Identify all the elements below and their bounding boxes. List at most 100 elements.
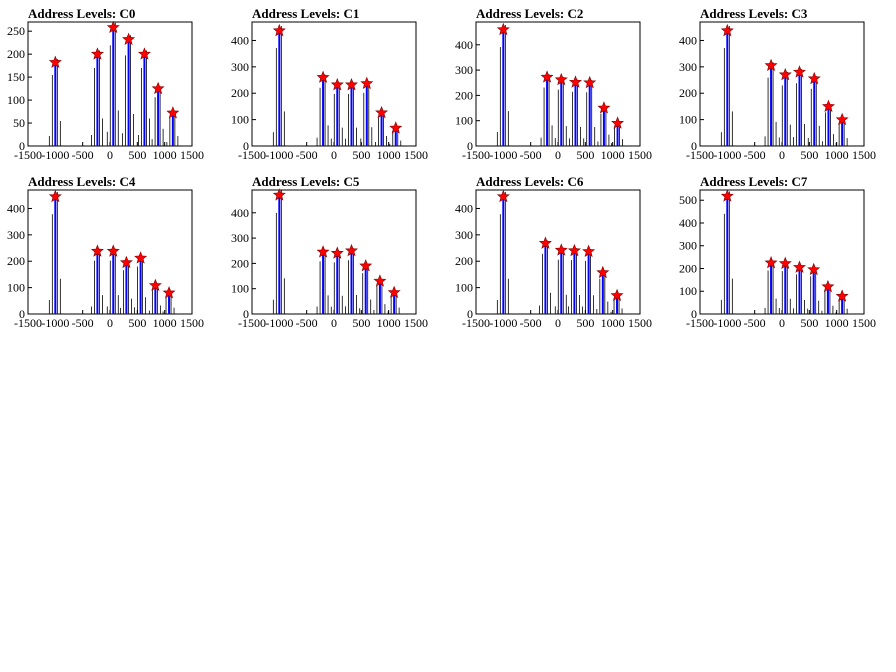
x-tick-label: 500 — [128, 316, 146, 330]
peak-marker-5 — [596, 265, 610, 279]
chart-title: Address Levels: C3 — [700, 6, 808, 21]
peak-marker-5 — [375, 105, 389, 119]
y-tick-label: 300 — [679, 60, 697, 74]
chart-panel-3: Address Levels: C3-1500 -1000 -500 0 500 1000… — [679, 6, 876, 162]
peak-marker-2 — [330, 246, 344, 259]
peak-marker-4 — [137, 47, 151, 60]
chart-title: Address Levels: C6 — [476, 174, 584, 189]
x-tick-label: -1000 — [41, 316, 69, 330]
y-tick-label: 200 — [455, 88, 473, 102]
peak-marker-5 — [821, 99, 835, 112]
x-tick-label: 1500 — [180, 148, 204, 162]
x-tick-label: 1000 — [601, 148, 625, 162]
peak-marker-3 — [345, 243, 358, 257]
chart-title: Address Levels: C5 — [252, 174, 360, 189]
peak-marker-5 — [148, 278, 162, 292]
peak-marker-4 — [807, 71, 821, 85]
peak-marker-1 — [316, 245, 330, 258]
x-tick-label: -500 — [744, 148, 766, 162]
x-tick-label: 1000 — [825, 148, 849, 162]
x-tick-label: 1500 — [852, 148, 876, 162]
peak-marker-0 — [496, 189, 510, 203]
x-tick-label: 1500 — [628, 148, 652, 162]
y-tick-label: 0 — [19, 139, 25, 153]
y-tick-label: 300 — [455, 228, 473, 242]
peak-marker-4 — [807, 262, 821, 276]
peak-marker-3 — [567, 243, 581, 257]
x-tick-label: 0 — [107, 148, 113, 162]
x-tick-label: -1000 — [265, 316, 293, 330]
y-tick-label: 0 — [243, 307, 249, 321]
peak-marker-2 — [778, 67, 792, 81]
peak-marker-1 — [764, 58, 778, 72]
y-tick-label: 300 — [7, 228, 25, 242]
x-tick-label: -1000 — [713, 148, 741, 162]
chart-title: Address Levels: C4 — [28, 174, 136, 189]
peak-marker-5 — [151, 81, 165, 95]
x-tick-label: 1000 — [377, 316, 401, 330]
peak-marker-4 — [359, 259, 373, 272]
chart-panel-1: Address Levels: C1-1500 -1000 -500 0 500 1000… — [231, 6, 428, 162]
peak-marker-5 — [597, 101, 611, 114]
chart-panel-2: Address Levels: C2-1500 -1000 -500 0 500 1000… — [455, 6, 652, 162]
chart-panel-7: Address Levels: C7-1500 -1000 -500 0 500 1000… — [679, 174, 876, 330]
x-tick-label: -500 — [296, 148, 318, 162]
peak-marker-6 — [389, 121, 403, 134]
x-tick-label: 500 — [352, 316, 370, 330]
y-tick-label: 100 — [231, 113, 249, 127]
y-tick-label: 400 — [455, 38, 473, 52]
x-tick-label: 500 — [576, 148, 594, 162]
peak-marker-3 — [345, 77, 358, 91]
x-tick-label: 1500 — [404, 316, 428, 330]
peak-marker-6 — [835, 289, 849, 302]
x-tick-label: -500 — [296, 316, 318, 330]
y-tick-label: 100 — [455, 114, 473, 128]
peak-marker-5 — [373, 274, 387, 287]
peak-marker-3 — [793, 260, 806, 273]
chart-panel-5: Address Levels: C5-1500 -1000 -500 0 500 1000… — [231, 174, 428, 330]
y-tick-label: 100 — [679, 113, 697, 127]
peak-marker-1 — [90, 47, 104, 60]
chart-panel-4: Address Levels: C4-1500 -1000 -500 0 500 1000… — [7, 174, 204, 330]
x-tick-label: 1000 — [153, 316, 177, 330]
peak-marker-6 — [835, 112, 849, 126]
peak-marker-6 — [611, 116, 625, 129]
y-tick-label: 200 — [231, 86, 249, 100]
x-tick-label: 500 — [128, 148, 146, 162]
chart-title: Address Levels: C0 — [28, 6, 135, 21]
y-tick-label: 0 — [19, 307, 25, 321]
x-tick-label: -1000 — [489, 148, 517, 162]
x-tick-label: -500 — [72, 148, 94, 162]
chart-panel-6: Address Levels: C6-1500 -1000 -500 0 500 1000… — [455, 174, 652, 330]
y-tick-label: 400 — [7, 201, 25, 215]
chart-title: Address Levels: C1 — [252, 6, 359, 21]
peak-marker-0 — [496, 22, 510, 36]
peak-marker-0 — [720, 189, 734, 202]
peak-marker-2 — [554, 72, 568, 86]
y-tick-label: 100 — [7, 93, 25, 107]
x-tick-label: -500 — [520, 316, 542, 330]
peak-marker-0 — [272, 188, 286, 201]
peak-marker-1 — [316, 70, 330, 83]
x-tick-label: 1500 — [180, 316, 204, 330]
x-tick-label: -1000 — [41, 148, 69, 162]
x-tick-label: 1000 — [153, 148, 177, 162]
chart-panel-0: Address Levels: C0-1500 -1000 -500 0 500 1000… — [7, 6, 204, 162]
x-tick-label: 0 — [331, 148, 337, 162]
x-tick-label: -1500 — [462, 148, 490, 162]
y-tick-label: 0 — [467, 139, 473, 153]
x-tick-label: 0 — [779, 316, 785, 330]
peak-marker-6 — [166, 106, 180, 119]
chart-title: Address Levels: C2 — [476, 6, 583, 21]
x-tick-label: -1500 — [14, 148, 42, 162]
peak-marker-1 — [90, 244, 104, 257]
y-tick-label: 400 — [455, 201, 473, 215]
x-tick-label: -1500 — [686, 316, 714, 330]
x-tick-label: -1000 — [265, 148, 293, 162]
peak-marker-3 — [119, 255, 133, 269]
x-tick-label: 0 — [107, 316, 113, 330]
x-tick-label: -1500 — [14, 316, 42, 330]
peak-marker-3 — [569, 75, 582, 88]
x-tick-label: -1500 — [462, 316, 490, 330]
